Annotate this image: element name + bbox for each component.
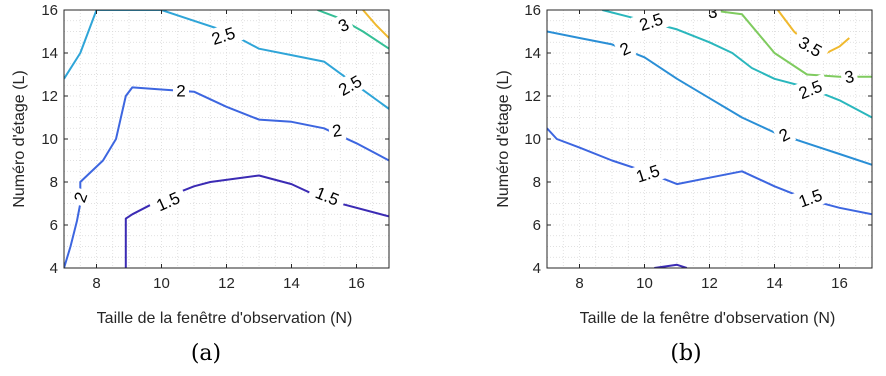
- contour-line-1.5: [124, 174, 389, 268]
- panel-caption: (b): [670, 341, 701, 366]
- contour-label: 3: [708, 3, 717, 22]
- contour-label-halo: [327, 119, 347, 142]
- contour-label-halo: [329, 67, 371, 103]
- x-tick-label: 16: [831, 275, 848, 292]
- y-tick-label: 16: [524, 2, 541, 19]
- y-tick-label: 12: [41, 88, 58, 105]
- x-tick-label: 14: [766, 275, 783, 292]
- x-tick-label: 10: [153, 275, 170, 292]
- contour-line-2: [547, 30, 872, 166]
- x-axis-label: Taille de la fenêtre d'observation (N): [580, 310, 836, 327]
- contour-label-halo: [203, 20, 244, 51]
- contour-label-halo: [613, 36, 637, 62]
- contour-label-halo: [147, 184, 189, 218]
- contour-label-halo: [704, 10, 721, 23]
- contour-label-halo: [627, 158, 669, 189]
- contour-label-halo: [789, 182, 831, 214]
- contour-label-halo: [839, 65, 859, 88]
- y-tick-label: 6: [50, 217, 58, 234]
- panel-caption: (a): [191, 341, 221, 366]
- y-tick-label: 4: [50, 260, 58, 277]
- contour-label-halo: [306, 179, 348, 213]
- contour-label-halo: [772, 122, 797, 148]
- x-tick-label: 12: [218, 275, 235, 292]
- y-axis-label: Numéro d'étage (L): [495, 70, 512, 207]
- y-tick-label: 10: [41, 131, 58, 148]
- y-axis-label: Numéro d'étage (L): [11, 70, 28, 207]
- x-tick-label: 14: [283, 275, 300, 292]
- y-tick-label: 14: [524, 45, 541, 62]
- contour-label-halo: [789, 73, 831, 106]
- grid: [63, 9, 390, 269]
- x-tick-label: 10: [636, 275, 653, 292]
- contour-label-halo: [789, 28, 831, 65]
- x-tick-label: 8: [92, 275, 100, 292]
- contour-label-halo: [630, 10, 672, 37]
- contour-label-halo: [332, 12, 355, 38]
- y-tick-label: 10: [524, 131, 541, 148]
- y-tick-label: 8: [533, 174, 541, 191]
- contour-line-1: [654, 263, 688, 268]
- x-axis-label: Taille de la fenêtre d'observation (N): [97, 310, 353, 327]
- y-tick-label: 6: [533, 217, 541, 234]
- contour-line-2: [64, 86, 389, 268]
- contour-label: 3: [843, 67, 856, 87]
- y-tick-label: 8: [50, 174, 58, 191]
- x-tick-label: 12: [701, 275, 718, 292]
- contour-line-3.5: [362, 10, 389, 39]
- x-tick-label: 16: [348, 275, 365, 292]
- contour-label: 2: [176, 82, 185, 101]
- contour-label-halo: [68, 186, 93, 209]
- y-tick-label: 16: [41, 2, 58, 19]
- y-tick-label: 12: [524, 88, 541, 105]
- y-tick-label: 4: [533, 260, 541, 277]
- contour-label: 2: [331, 121, 343, 141]
- y-tick-label: 14: [41, 45, 58, 62]
- x-tick-label: 8: [575, 275, 583, 292]
- contour-label-halo: [173, 80, 189, 101]
